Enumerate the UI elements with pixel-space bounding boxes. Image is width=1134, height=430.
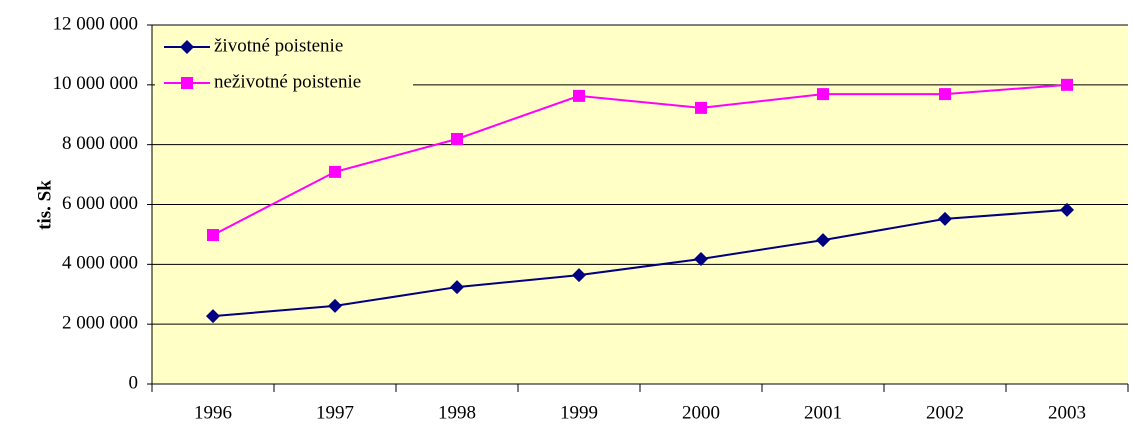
y-tick-label: 6 000 000: [62, 193, 138, 214]
marker: [694, 251, 708, 266]
marker: [572, 268, 586, 283]
marker: [450, 280, 464, 295]
marker: [206, 309, 220, 324]
legend-label: neživotné poistenie: [214, 71, 361, 92]
x-tick-label: 2001: [804, 402, 842, 423]
marker: [329, 165, 341, 178]
marker: [695, 101, 707, 114]
x-tick-label: 2000: [682, 402, 720, 423]
marker: [180, 40, 194, 54]
y-tick-label: 8 000 000: [62, 133, 138, 154]
marker: [328, 298, 342, 313]
marker: [939, 88, 951, 101]
marker: [817, 88, 829, 101]
y-tick-label: 10 000 000: [53, 73, 139, 94]
y-tick-label: 0: [129, 372, 139, 393]
x-tick-label: 1998: [438, 402, 476, 423]
marker: [451, 132, 463, 145]
x-tick-label: 2003: [1048, 402, 1086, 423]
marker: [816, 233, 830, 248]
y-tick-label: 4 000 000: [62, 253, 138, 274]
y-tick-label: 2 000 000: [62, 313, 138, 334]
legend: [155, 30, 413, 100]
marker: [181, 77, 193, 89]
marker: [207, 229, 219, 242]
x-tick-label: 1997: [316, 402, 354, 423]
x-tick-label: 2002: [926, 402, 964, 423]
marker: [1060, 202, 1074, 217]
y-tick-label: 12 000 000: [53, 13, 139, 34]
series-line: [212, 83, 1068, 236]
marker: [938, 211, 952, 226]
series-line: [212, 208, 1068, 318]
marker: [1061, 78, 1073, 91]
x-tick-label: 1999: [560, 402, 598, 423]
y-axis-label: tis. Sk: [34, 180, 55, 230]
legend-label: životné poistenie: [214, 35, 343, 56]
marker: [573, 89, 585, 102]
x-tick-label: 1996: [194, 402, 232, 423]
